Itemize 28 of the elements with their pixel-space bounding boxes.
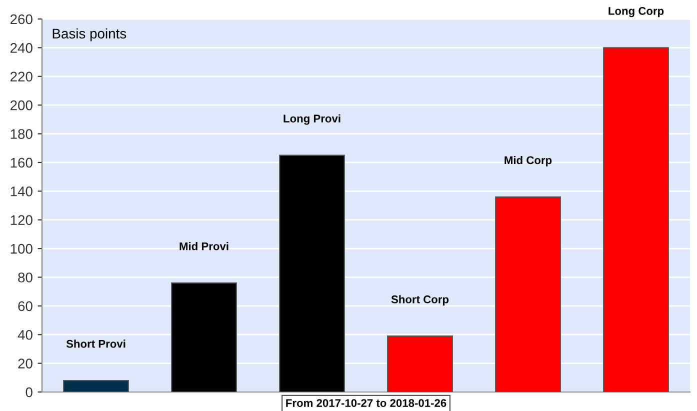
y-tick-label: 60 <box>18 301 32 312</box>
y-axis-title: Basis points <box>52 28 126 42</box>
text: From 2017-10-27 to 2018-01-26 <box>286 399 446 407</box>
y-tick-label: 80 <box>18 272 32 282</box>
x-tick-label: Mid Provi <box>180 242 228 250</box>
bar <box>279 154 345 392</box>
x-tick-label: Long Provi <box>284 114 340 125</box>
bar <box>171 282 237 392</box>
y-tick-label: 0 <box>26 387 32 398</box>
y-tick-label: 200 <box>10 100 32 110</box>
bar <box>495 196 561 392</box>
bar <box>387 335 453 392</box>
y-tick-label: 180 <box>10 129 32 139</box>
y-tick-label: 140 <box>10 186 32 196</box>
y-tick-label: 240 <box>10 43 32 53</box>
y-tick-label: 20 <box>18 358 32 368</box>
bar <box>603 47 669 392</box>
x-tick-label: Short Corp <box>391 295 449 306</box>
bar <box>63 380 129 392</box>
x-tick-label: Mid Corp <box>504 156 552 166</box>
y-tick-label: 260 <box>10 14 32 24</box>
y-tick-label: 100 <box>10 244 32 254</box>
x-tick-label: Long Corp <box>608 7 664 18</box>
y-tick-label: 160 <box>10 158 32 168</box>
x-tick-label: Short Provi <box>66 340 126 348</box>
y-tick-label: 40 <box>18 330 32 340</box>
y-tick-label: 220 <box>10 72 32 82</box>
y-tick-label: 120 <box>10 215 32 226</box>
